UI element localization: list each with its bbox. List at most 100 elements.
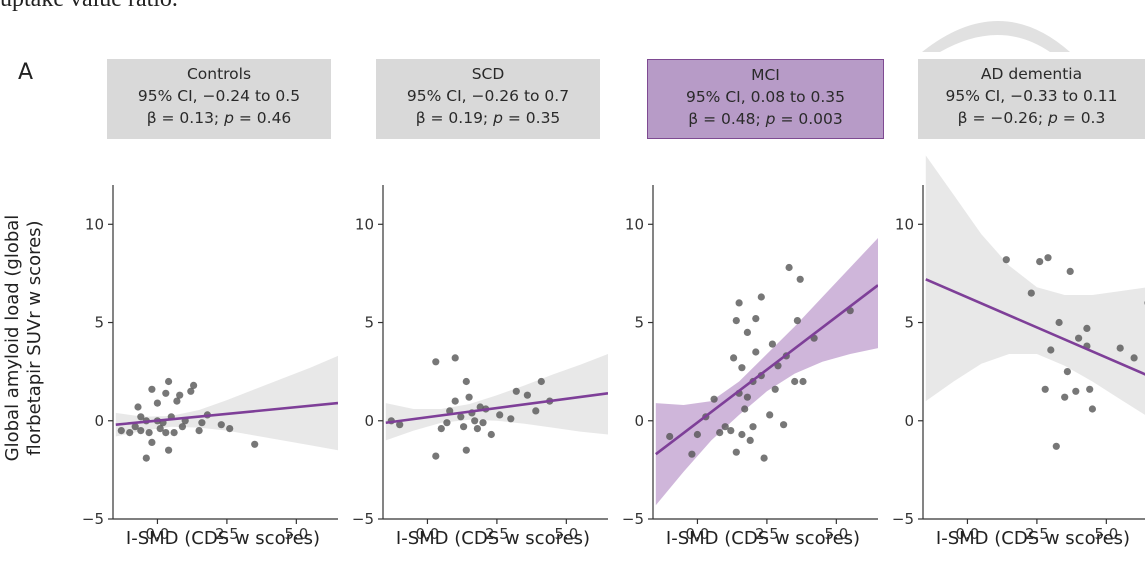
ci-box-mci: MCI 95% CI, 0.08 to 0.35 β = 0.48; p = 0… bbox=[647, 59, 884, 139]
x-tick-label: 0.0 bbox=[956, 525, 980, 543]
ci-text: 95% CI, −0.26 to 0.7 bbox=[406, 87, 570, 105]
plot-area-0 bbox=[115, 355, 338, 462]
x-axis-label-controls: I-SMD (CDS w scores) bbox=[125, 528, 321, 549]
beta-p-text: β = 0.13; p = 0.46 bbox=[146, 109, 292, 127]
data-point bbox=[446, 407, 454, 415]
data-point bbox=[465, 393, 473, 401]
data-point bbox=[666, 432, 674, 441]
data-point bbox=[131, 423, 139, 431]
data-point bbox=[532, 407, 540, 415]
data-point bbox=[496, 411, 504, 419]
ci-text: 95% CI, −0.24 to 0.5 bbox=[137, 87, 301, 105]
data-point bbox=[710, 395, 718, 403]
data-point bbox=[178, 423, 186, 431]
data-point bbox=[749, 423, 757, 431]
data-point bbox=[162, 429, 170, 437]
y-tick-label: −5 bbox=[622, 510, 644, 528]
data-point bbox=[1088, 405, 1096, 413]
data-point bbox=[780, 421, 788, 429]
data-point bbox=[730, 354, 738, 362]
data-point bbox=[766, 411, 774, 419]
x-tick-label: 5.0 bbox=[824, 525, 848, 543]
data-point bbox=[537, 377, 545, 386]
regression-line bbox=[654, 284, 878, 456]
data-point bbox=[462, 446, 470, 454]
data-point bbox=[738, 364, 746, 372]
group-name: AD dementia bbox=[980, 65, 1083, 83]
data-point bbox=[1063, 368, 1071, 376]
data-point bbox=[148, 385, 156, 393]
caption-text: uptake value ratio. bbox=[0, 0, 178, 13]
data-point bbox=[1052, 442, 1060, 450]
x-tick-label: 5.0 bbox=[284, 525, 308, 543]
confidence-band bbox=[115, 355, 338, 451]
beta-p-text: β = −0.26; p = 0.3 bbox=[957, 109, 1106, 127]
confidence-band bbox=[655, 238, 878, 506]
data-point bbox=[190, 381, 198, 389]
data-point bbox=[1130, 354, 1138, 362]
data-point bbox=[451, 397, 459, 405]
x-tick-label: 0.0 bbox=[146, 525, 170, 543]
data-point bbox=[1075, 334, 1083, 342]
y-tick-label: −5 bbox=[352, 510, 374, 528]
data-point bbox=[1072, 387, 1080, 395]
data-point bbox=[791, 377, 799, 386]
y-tick-label: 5 bbox=[94, 314, 104, 332]
data-point bbox=[1066, 267, 1074, 275]
data-point bbox=[1086, 385, 1094, 393]
data-point bbox=[1044, 254, 1052, 262]
data-point bbox=[217, 421, 225, 429]
data-point bbox=[793, 317, 802, 325]
data-point bbox=[1116, 344, 1124, 352]
data-point bbox=[1002, 256, 1010, 264]
y-tick-label: 10 bbox=[625, 215, 644, 233]
group-name: Controls bbox=[186, 65, 252, 83]
data-point bbox=[198, 419, 206, 427]
x-tick-label: 2.5 bbox=[485, 525, 509, 543]
data-point bbox=[735, 299, 743, 307]
data-point bbox=[785, 263, 793, 272]
y-tick-label: 10 bbox=[355, 215, 374, 233]
regression-line bbox=[925, 278, 1145, 376]
x-tick-label: 0.0 bbox=[416, 525, 440, 543]
data-point bbox=[176, 391, 184, 399]
y-tick-label: 10 bbox=[85, 215, 104, 233]
data-point bbox=[727, 427, 735, 435]
x-axis-label-ad-dementia: I-SMD (CDS w scores) bbox=[935, 528, 1131, 549]
data-point bbox=[479, 419, 487, 427]
data-point bbox=[187, 387, 195, 395]
group-name: SCD bbox=[471, 65, 505, 83]
data-point bbox=[462, 377, 470, 386]
data-point bbox=[145, 429, 153, 437]
data-point bbox=[741, 405, 749, 413]
data-point bbox=[153, 399, 161, 407]
data-point bbox=[1083, 324, 1091, 332]
data-point bbox=[173, 397, 181, 405]
x-tick-label: 5.0 bbox=[554, 525, 578, 543]
data-point bbox=[451, 354, 459, 362]
data-point bbox=[165, 377, 173, 386]
data-point bbox=[738, 430, 746, 439]
ci-box-ad-dementia: AD dementia 95% CI, −0.33 to 0.11 β = −0… bbox=[918, 59, 1145, 139]
data-point bbox=[752, 348, 760, 356]
data-point bbox=[716, 429, 724, 437]
x-tick-label: 0.0 bbox=[686, 525, 710, 543]
data-point bbox=[126, 429, 134, 437]
data-point bbox=[471, 417, 479, 425]
data-point bbox=[693, 430, 702, 439]
ci-box-controls: Controls 95% CI, −0.24 to 0.5 β = 0.13; … bbox=[107, 59, 331, 139]
data-point bbox=[170, 429, 178, 437]
data-point bbox=[396, 421, 404, 429]
x-tick-label: 2.5 bbox=[1025, 525, 1049, 543]
data-point bbox=[752, 315, 760, 323]
data-point bbox=[473, 425, 481, 433]
data-point bbox=[799, 377, 807, 386]
data-point bbox=[768, 340, 777, 348]
data-point bbox=[156, 425, 164, 433]
data-point bbox=[760, 454, 768, 462]
ci-box-scd: SCD 95% CI, −0.26 to 0.7 β = 0.19; p = 0… bbox=[376, 59, 600, 139]
y-tick-label: 0 bbox=[634, 412, 644, 430]
data-point bbox=[226, 425, 234, 433]
data-point bbox=[162, 389, 170, 397]
